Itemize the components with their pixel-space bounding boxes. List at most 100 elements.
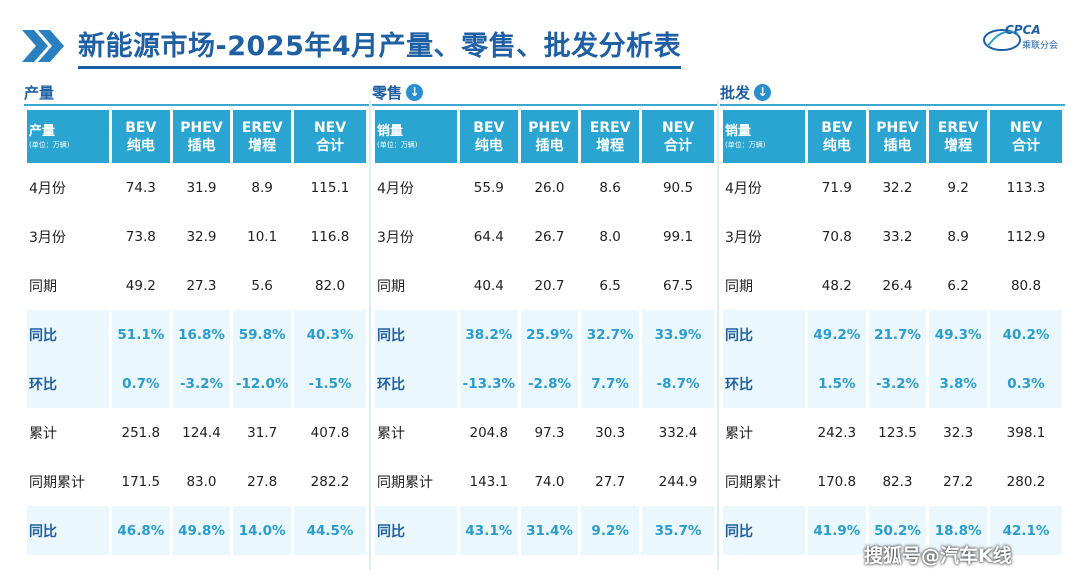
table-row: 累计 204.8 97.3 30.3 332.4 [375, 408, 714, 457]
table-cell: -13.3% [460, 359, 518, 408]
table-cell: 14.0% [233, 506, 291, 555]
row-label: 同期累计 [29, 474, 85, 491]
col-header-bev: BEV 纯电 [808, 110, 866, 163]
section-production: 产量 产量 (单位：万辆) BEV 纯电 PHEV 插电 EREV 增程 NEV 合计 4… [24, 80, 369, 555]
table-cell: 398.1 [1006, 424, 1046, 441]
table-cell: 27.2 [943, 473, 974, 490]
table-cell: 8.0 [599, 228, 621, 245]
row-label: 同期 [29, 278, 57, 295]
table-cell: 10.1 [247, 228, 278, 245]
table-row: 4月份 55.9 26.0 8.6 90.5 [375, 163, 714, 212]
table-cell: 18.8% [929, 506, 987, 555]
table-cell: 44.5% [294, 506, 366, 555]
table-cell: -1.5% [294, 359, 366, 408]
table-cell: 70.8 [821, 228, 852, 245]
table-cell: 50.2% [868, 506, 927, 555]
table-cell: -3.2% [868, 359, 927, 408]
table-cell: 82.0 [314, 277, 346, 294]
table-cell: 116.8 [310, 228, 350, 245]
table-cell: 33.9% [642, 310, 714, 359]
table-cell: 143.1 [469, 473, 509, 490]
table-cell: 27.8 [247, 473, 278, 490]
table-cell: 113.3 [1006, 179, 1046, 196]
table-cell: 1.5% [808, 359, 866, 408]
table-cell: 31.7 [247, 424, 278, 441]
table-cell: 7.7% [581, 359, 639, 408]
table-cell: 0.3% [990, 359, 1062, 408]
table-row: 同期 49.2 27.3 5.6 82.0 [27, 261, 366, 310]
table-cell: 49.2 [125, 277, 156, 294]
table-cell: 90.5 [662, 179, 694, 196]
table-row: 同比 38.2% 25.9% 32.7% 33.9% [375, 310, 714, 359]
table-cell: 115.1 [310, 179, 350, 196]
download-icon[interactable]: ↓ [754, 83, 772, 101]
col-header-phev: PHEV 插电 [868, 110, 927, 163]
row-label: 4月份 [377, 180, 414, 197]
table-cell: 170.8 [817, 473, 857, 490]
table-cell: 74.3 [125, 179, 156, 196]
title-bar: 新能源市场-2025年4月产量、零售、批发分析表 [18, 24, 682, 69]
table-cell: 40.3% [294, 310, 366, 359]
table-cell: 32.7% [581, 310, 639, 359]
row-label: 同比 [723, 506, 805, 555]
row-label: 同比 [375, 310, 457, 359]
row-label: 累计 [29, 425, 57, 442]
table-cell: 40.4 [473, 277, 504, 294]
row-label: 环比 [27, 359, 109, 408]
page-title: 新能源市场-2025年4月产量、零售、批发分析表 [78, 24, 682, 69]
table-cell: 280.2 [1006, 473, 1046, 490]
col-header-label: 销量 (单位：万辆) [375, 110, 457, 163]
row-label: 4月份 [725, 180, 762, 197]
table-cell: 407.8 [310, 424, 350, 441]
table-row: 同期 48.2 26.4 6.2 80.8 [723, 261, 1062, 310]
table-cell: 6.2 [947, 277, 969, 294]
section-heading: 零售 ↓ [372, 80, 717, 106]
table-cell: 33.2 [882, 228, 913, 245]
table-row: 同比 43.1% 31.4% 9.2% 35.7% [375, 506, 714, 555]
table-cell: 26.0 [534, 179, 565, 196]
table-row: 累计 242.3 123.5 32.3 398.1 [723, 408, 1062, 457]
table-row: 3月份 73.8 32.9 10.1 116.8 [27, 212, 366, 261]
table-cell: 41.9% [808, 506, 866, 555]
row-label: 同比 [723, 310, 805, 359]
table-cell: 27.7 [595, 473, 626, 490]
section-heading-label: 零售 [372, 83, 403, 102]
table-cell: 43.1% [460, 506, 518, 555]
table-cell: 49.8% [172, 506, 231, 555]
table-cell: 6.5 [599, 277, 621, 294]
table-cell: 31.4% [520, 506, 579, 555]
table-cell: 8.9 [947, 228, 969, 245]
table-cell: -3.2% [172, 359, 231, 408]
row-label: 同期累计 [377, 474, 433, 491]
row-label: 累计 [725, 425, 753, 442]
section-heading: 产量 [24, 80, 369, 106]
table-cell: 97.3 [534, 424, 565, 441]
table-cell: 74.0 [534, 473, 565, 490]
table-cell: 332.4 [658, 424, 698, 441]
row-label: 同期 [725, 278, 753, 295]
table-cell: 59.8% [233, 310, 291, 359]
row-label: 同比 [27, 310, 109, 359]
table-row: 4月份 74.3 31.9 8.9 115.1 [27, 163, 366, 212]
section-heading-label: 产量 [24, 83, 55, 102]
col-header-bev: BEV 纯电 [460, 110, 518, 163]
table-cell: 8.9 [251, 179, 273, 196]
production-table: 产量 (单位：万辆) BEV 纯电 PHEV 插电 EREV 增程 NEV 合计 4月份 7… [24, 110, 369, 555]
row-label: 累计 [377, 425, 405, 442]
col-header-erev: EREV 增程 [929, 110, 987, 163]
table-cell: 49.2% [808, 310, 866, 359]
table-cell: 26.7 [534, 228, 565, 245]
table-cell: -12.0% [233, 359, 291, 408]
col-header-label: 产量 (单位：万辆) [27, 110, 109, 163]
download-icon[interactable]: ↓ [406, 83, 424, 101]
col-header-erev: EREV 增程 [233, 110, 291, 163]
table-cell: 26.4 [882, 277, 913, 294]
table-cell: 38.2% [460, 310, 518, 359]
table-cell: 82.3 [882, 473, 913, 490]
table-row: 同期 40.4 20.7 6.5 67.5 [375, 261, 714, 310]
table-row: 同期累计 171.5 83.0 27.8 282.2 [27, 457, 366, 506]
row-label: 3月份 [725, 229, 762, 246]
table-cell: 124.4 [182, 424, 221, 441]
table-cell: 35.7% [642, 506, 714, 555]
double-chevron-icon [22, 30, 64, 62]
